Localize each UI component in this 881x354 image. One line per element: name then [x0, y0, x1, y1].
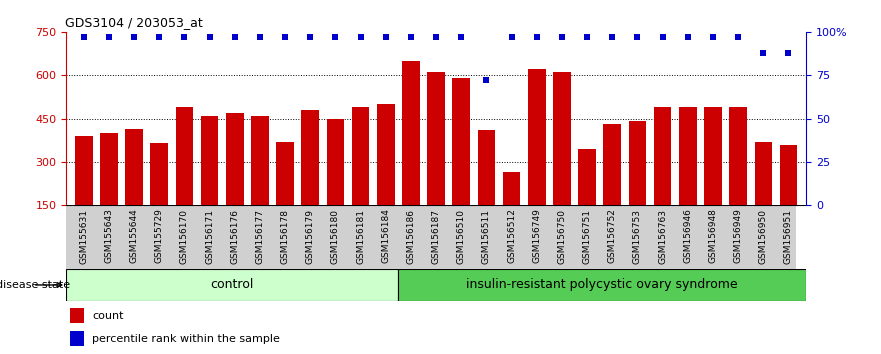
Text: GSM156170: GSM156170 — [180, 209, 189, 263]
Text: GSM156186: GSM156186 — [406, 209, 416, 263]
Point — [102, 34, 116, 40]
Text: disease state: disease state — [0, 280, 70, 290]
Bar — [201, 116, 218, 249]
Point — [227, 34, 241, 40]
Bar — [125, 129, 143, 249]
Point — [203, 34, 217, 40]
Text: GSM156184: GSM156184 — [381, 209, 390, 263]
Bar — [70, 331, 84, 346]
Bar — [402, 61, 419, 249]
Bar — [503, 172, 521, 249]
Bar — [301, 110, 319, 249]
Text: GSM156510: GSM156510 — [456, 209, 466, 263]
Point — [529, 34, 544, 40]
Bar — [352, 107, 369, 249]
Bar — [327, 119, 344, 249]
Point — [731, 34, 745, 40]
Point — [756, 50, 770, 56]
Point — [706, 34, 720, 40]
Text: GSM156176: GSM156176 — [230, 209, 240, 263]
Bar — [553, 72, 571, 249]
Bar — [453, 78, 470, 249]
Bar — [226, 113, 243, 249]
Bar — [603, 124, 621, 249]
Text: count: count — [92, 311, 123, 321]
Text: insulin-resistant polycystic ovary syndrome: insulin-resistant polycystic ovary syndr… — [466, 279, 737, 291]
Point — [505, 34, 519, 40]
Point — [253, 34, 267, 40]
Point — [429, 34, 443, 40]
Point — [127, 34, 141, 40]
Text: GSM156511: GSM156511 — [482, 209, 491, 263]
Text: GSM156751: GSM156751 — [582, 209, 592, 263]
Text: GSM156512: GSM156512 — [507, 209, 516, 263]
Point — [479, 78, 493, 83]
Text: GSM155644: GSM155644 — [130, 209, 138, 263]
Point — [655, 34, 670, 40]
Text: control: control — [211, 279, 254, 291]
Point — [379, 34, 393, 40]
Point — [631, 34, 645, 40]
Text: GSM156171: GSM156171 — [205, 209, 214, 263]
Point — [403, 34, 418, 40]
Text: GDS3104 / 203053_at: GDS3104 / 203053_at — [65, 16, 204, 29]
Point — [580, 34, 594, 40]
Bar — [175, 107, 193, 249]
Text: GSM156950: GSM156950 — [759, 209, 768, 263]
Text: GSM156951: GSM156951 — [784, 209, 793, 263]
Text: GSM156179: GSM156179 — [306, 209, 315, 263]
Point — [77, 34, 91, 40]
Bar — [478, 130, 495, 249]
Bar — [398, 269, 806, 301]
Bar — [780, 144, 797, 249]
Bar — [377, 104, 395, 249]
Bar — [251, 116, 269, 249]
Point — [329, 34, 343, 40]
Text: GSM156178: GSM156178 — [280, 209, 290, 263]
Text: GSM156187: GSM156187 — [432, 209, 440, 263]
Point — [781, 50, 796, 56]
Bar — [629, 121, 647, 249]
Bar — [704, 107, 722, 249]
Point — [152, 34, 167, 40]
Bar — [528, 69, 545, 249]
Bar — [66, 269, 398, 301]
Text: GSM156177: GSM156177 — [255, 209, 264, 263]
Point — [303, 34, 317, 40]
Bar — [578, 149, 596, 249]
Text: GSM156750: GSM156750 — [558, 209, 566, 263]
Point — [605, 34, 619, 40]
Bar — [729, 107, 747, 249]
Bar — [754, 142, 772, 249]
Text: GSM156752: GSM156752 — [608, 209, 617, 263]
Bar — [100, 133, 118, 249]
Text: GSM155729: GSM155729 — [155, 209, 164, 263]
Bar — [70, 308, 84, 323]
Text: percentile rank within the sample: percentile rank within the sample — [92, 334, 280, 344]
Point — [353, 34, 367, 40]
Bar — [654, 107, 671, 249]
Point — [278, 34, 292, 40]
Text: GSM156180: GSM156180 — [331, 209, 340, 263]
Bar — [679, 107, 697, 249]
Point — [455, 34, 469, 40]
Point — [681, 34, 695, 40]
Text: GSM156181: GSM156181 — [356, 209, 365, 263]
Text: GSM155643: GSM155643 — [104, 209, 114, 263]
Bar — [427, 72, 445, 249]
Bar — [151, 143, 168, 249]
Text: GSM156948: GSM156948 — [708, 209, 717, 263]
Text: GSM156753: GSM156753 — [633, 209, 642, 263]
Text: GSM156763: GSM156763 — [658, 209, 667, 263]
Text: GSM156749: GSM156749 — [532, 209, 541, 263]
Bar — [75, 136, 93, 249]
Text: GSM156946: GSM156946 — [684, 209, 692, 263]
Text: GSM155631: GSM155631 — [79, 209, 88, 263]
Point — [555, 34, 569, 40]
Point — [177, 34, 191, 40]
Text: GSM156949: GSM156949 — [734, 209, 743, 263]
Bar — [277, 142, 294, 249]
